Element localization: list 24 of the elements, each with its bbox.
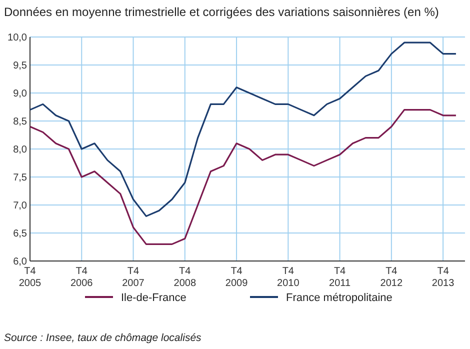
x-tick-label: T4 2013 [432,266,455,289]
line-series [29,42,457,217]
x-tick-label: T4 2009 [225,266,248,289]
legend-label: Ile-de-France [121,292,186,304]
x-tick-label: T4 2011 [329,266,351,289]
y-tick-label: 9,0 [13,88,28,100]
x-tick-label: T4 2007 [122,266,145,289]
y-tick-label: 7,5 [13,172,28,184]
y-tick-label: 8,5 [13,116,28,128]
chart-title: Données en moyenne trimestrielle et corrigées des variations saisonnières (en %) [4,5,439,19]
y-tick-label: 6,5 [13,228,28,240]
x-tick-label: T4 2008 [174,266,196,289]
y-tick-label: 6,0 [13,256,28,268]
x-tick-label: T4 2012 [380,266,403,289]
y-tick-label: 10,0 [8,32,28,44]
x-tick-label: T4 2010 [277,266,300,289]
y-tick-label: 9,5 [13,60,28,72]
line-series [29,109,457,245]
y-tick-label: 7,0 [13,200,28,212]
source-note: Source : Insee, taux de chômage localisés [4,332,202,344]
x-tick-label: T4 2006 [70,266,94,289]
y-tick-label: 8,0 [13,144,28,156]
legend-label: France métropolitaine [286,292,392,304]
x-tick-label: T4 2005 [18,266,42,289]
